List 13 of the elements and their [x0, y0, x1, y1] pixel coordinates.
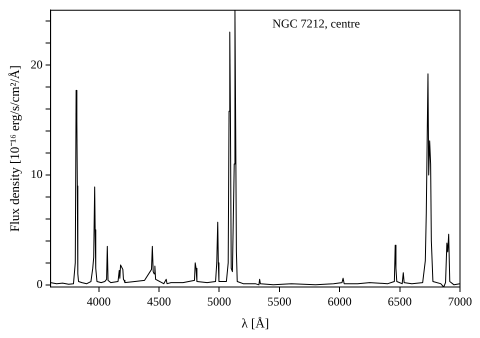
y-tick-label: 10 — [30, 167, 43, 182]
y-axis-title: Flux density [10⁻¹⁶ erg/s/cm²/Å] — [7, 65, 22, 232]
annotation: NGC 7212, centre — [272, 16, 360, 30]
x-tick-label: 4500 — [146, 294, 171, 308]
x-tick-label: 5000 — [207, 294, 232, 308]
x-axis-title: λ [Å] — [241, 316, 270, 331]
y-tick-label: 20 — [30, 57, 43, 72]
x-tick-label: 4000 — [86, 294, 111, 308]
x-tick-label: 7000 — [448, 294, 472, 308]
x-tick-label: 6000 — [328, 294, 352, 308]
y-tick-label: 0 — [36, 276, 43, 291]
x-tick-label: 5500 — [267, 294, 292, 308]
x-tick-label: 6500 — [388, 294, 412, 308]
